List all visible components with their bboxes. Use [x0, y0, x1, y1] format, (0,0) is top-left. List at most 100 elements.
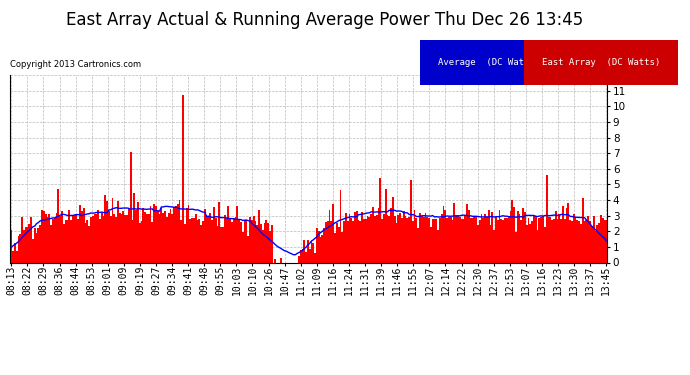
Bar [86, 220, 88, 262]
Bar [433, 219, 435, 262]
Bar [113, 214, 115, 262]
Bar [298, 256, 299, 262]
Bar [104, 195, 106, 262]
Bar [365, 219, 366, 262]
Bar [551, 220, 553, 262]
Bar [374, 216, 375, 262]
Bar [17, 236, 19, 262]
Bar [270, 225, 273, 262]
Bar [522, 208, 524, 262]
Bar [417, 228, 419, 262]
Bar [435, 219, 437, 262]
Bar [195, 214, 197, 262]
Bar [386, 215, 388, 262]
Bar [34, 228, 36, 262]
Bar [66, 220, 68, 262]
Bar [112, 198, 113, 262]
Bar [333, 204, 334, 262]
Bar [70, 220, 72, 262]
Bar [132, 220, 133, 262]
Bar [578, 221, 580, 262]
Bar [339, 190, 342, 262]
Bar [101, 213, 103, 262]
Bar [37, 228, 39, 262]
Bar [14, 243, 16, 262]
Bar [573, 214, 575, 262]
Bar [415, 217, 417, 262]
Text: East Array  (DC Watts): East Array (DC Watts) [542, 58, 660, 67]
Bar [188, 206, 189, 262]
Bar [72, 215, 74, 262]
Bar [546, 174, 548, 262]
Bar [242, 232, 244, 262]
Bar [537, 230, 538, 262]
Bar [222, 227, 224, 262]
Bar [475, 217, 477, 262]
Bar [421, 216, 423, 262]
Bar [304, 240, 305, 262]
Bar [423, 217, 424, 262]
Bar [450, 217, 452, 262]
Bar [146, 214, 148, 262]
Bar [59, 216, 61, 262]
Bar [343, 221, 345, 262]
Text: Copyright 2013 Cartronics.com: Copyright 2013 Cartronics.com [10, 60, 141, 69]
Bar [375, 215, 377, 262]
Bar [455, 215, 457, 262]
Bar [542, 216, 544, 262]
Bar [470, 217, 471, 262]
Bar [75, 214, 77, 262]
Bar [108, 211, 110, 262]
Bar [27, 228, 28, 262]
Bar [408, 217, 410, 262]
Bar [557, 219, 558, 262]
Bar [251, 220, 253, 262]
Bar [307, 240, 308, 262]
Bar [218, 202, 220, 262]
Bar [180, 220, 182, 262]
Bar [83, 208, 84, 262]
Bar [171, 213, 173, 262]
Bar [21, 217, 23, 262]
Bar [43, 211, 45, 262]
Bar [103, 216, 104, 262]
Bar [322, 236, 323, 262]
Bar [484, 214, 486, 262]
Bar [256, 225, 258, 262]
Bar [191, 219, 193, 262]
Bar [504, 218, 506, 262]
Bar [264, 223, 266, 262]
Bar [548, 217, 549, 262]
Bar [128, 209, 130, 262]
Bar [571, 221, 573, 262]
Bar [117, 201, 119, 262]
Bar [582, 198, 584, 262]
Bar [401, 217, 403, 262]
Bar [262, 230, 264, 262]
Bar [200, 225, 202, 262]
Bar [428, 218, 430, 262]
Bar [348, 214, 351, 262]
Bar [471, 218, 473, 262]
Bar [479, 220, 481, 262]
Bar [605, 220, 607, 262]
Bar [16, 252, 17, 262]
Bar [94, 214, 95, 262]
Bar [305, 252, 307, 262]
Bar [177, 204, 179, 262]
Bar [569, 220, 571, 262]
Bar [189, 219, 191, 262]
Bar [260, 224, 262, 262]
Bar [213, 207, 215, 262]
Bar [121, 214, 123, 262]
Bar [144, 213, 146, 262]
Bar [155, 206, 157, 262]
Bar [186, 209, 188, 262]
Bar [275, 259, 276, 262]
Bar [313, 243, 314, 262]
Bar [400, 213, 401, 262]
Bar [137, 202, 139, 262]
Bar [558, 214, 560, 262]
Bar [206, 214, 208, 262]
Bar [215, 218, 217, 262]
